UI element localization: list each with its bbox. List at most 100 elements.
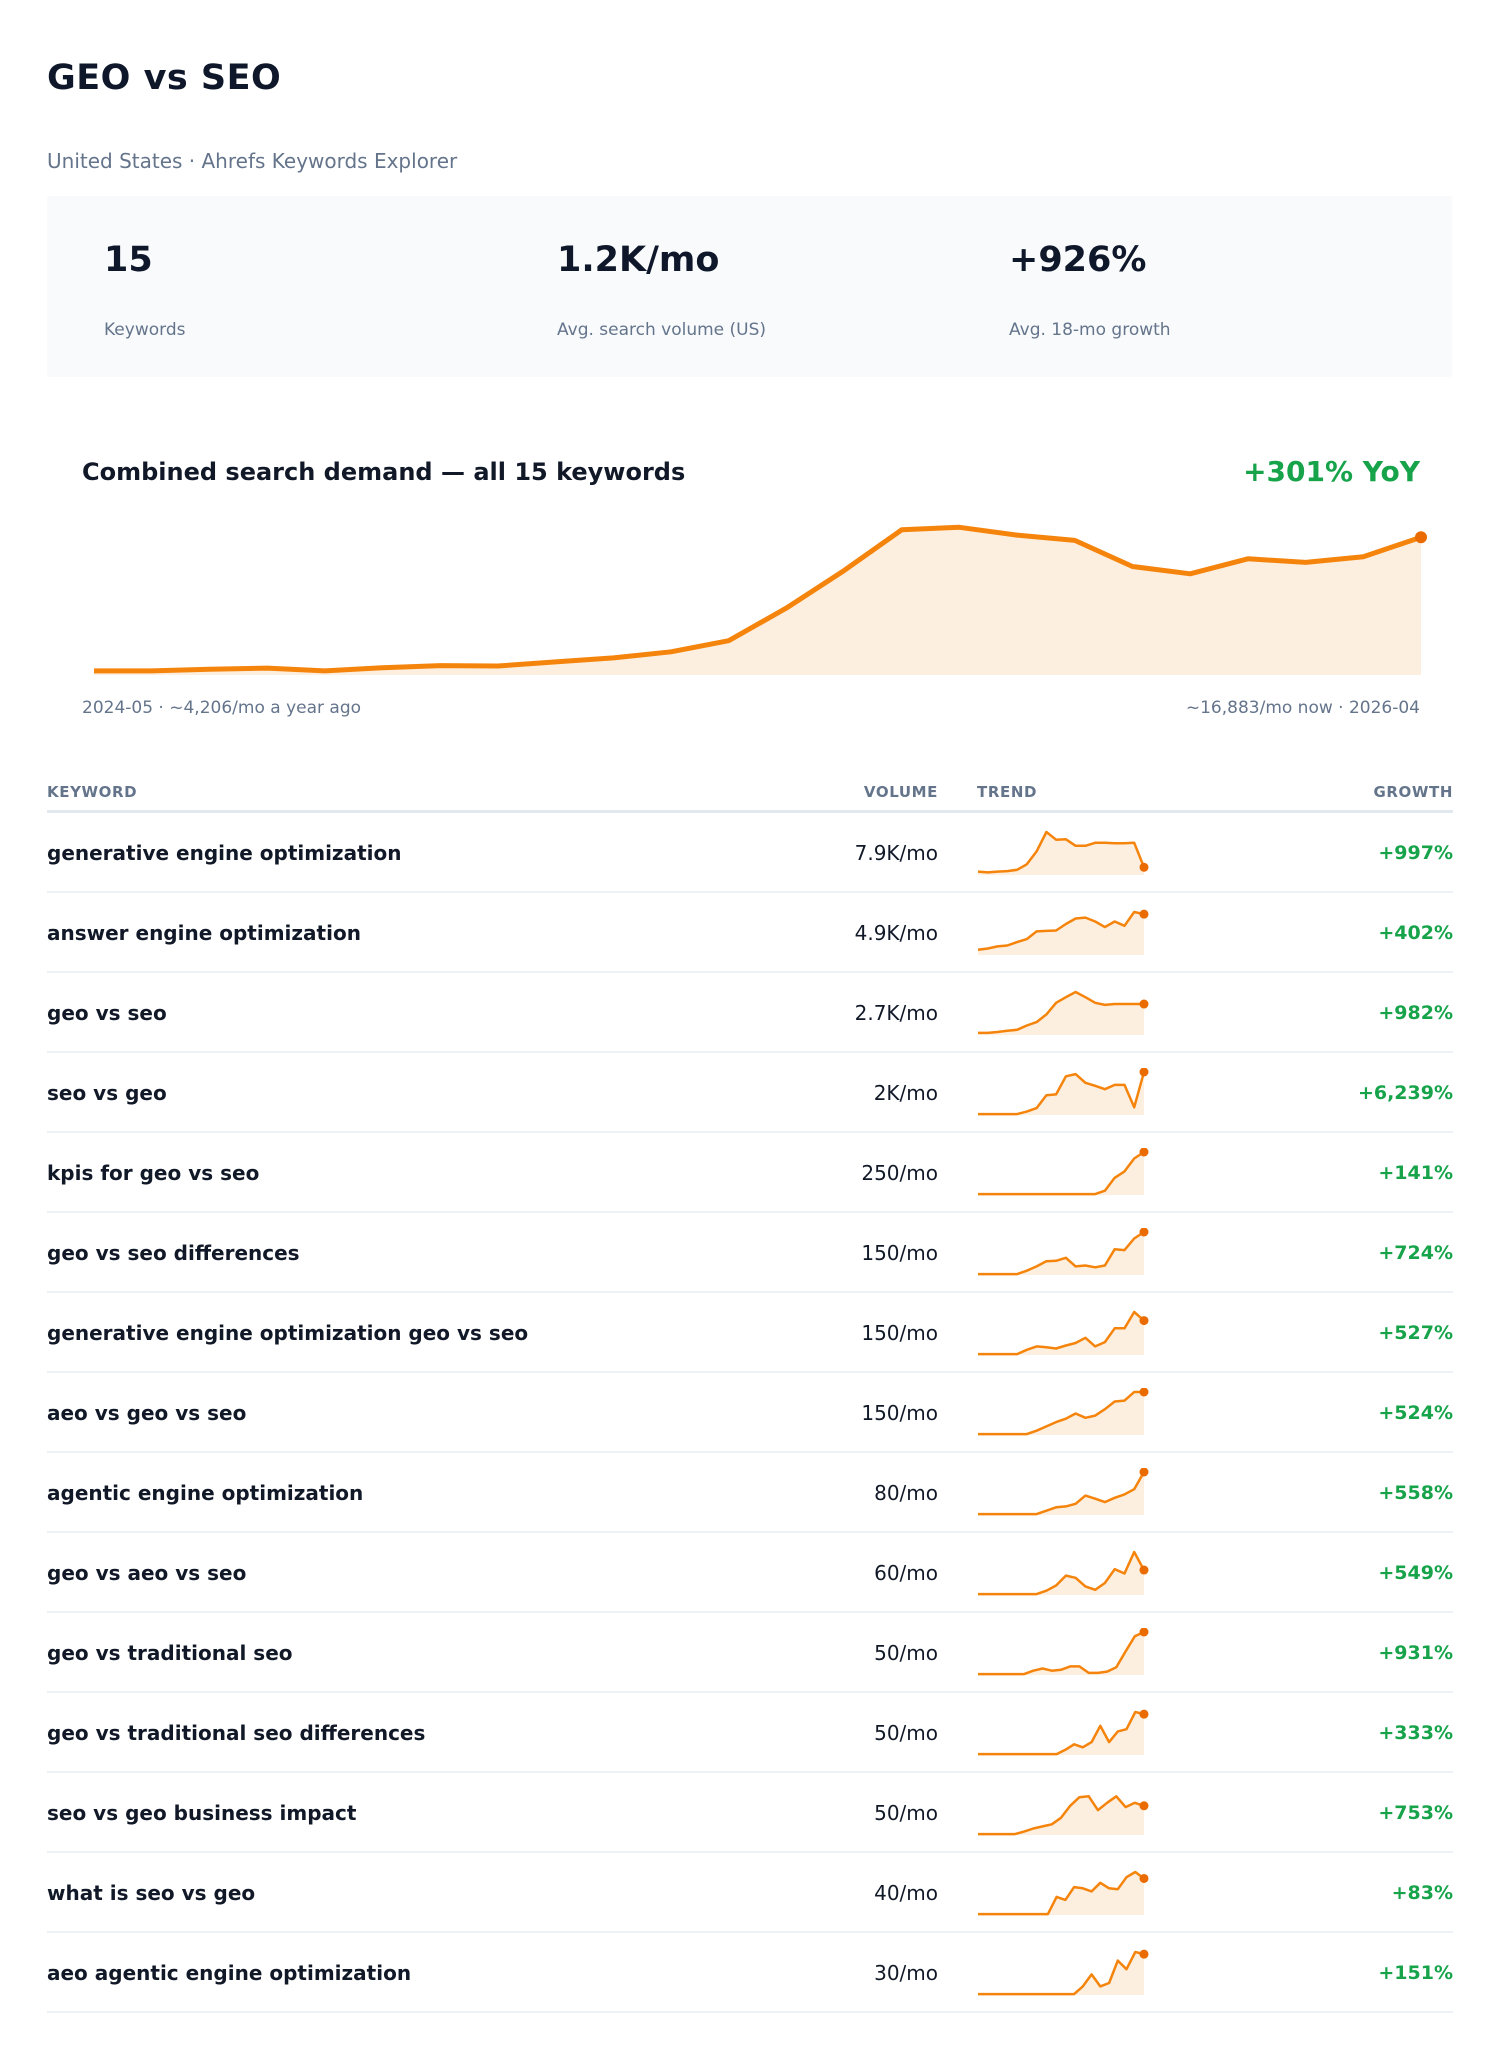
growth-cell: +997% (1378, 842, 1453, 864)
sparkline-end-point (1139, 1628, 1149, 1637)
table-row[interactable]: aeo vs geo vs seo 150/mo +524% (47, 1373, 1453, 1453)
trend-sparkline (978, 1468, 1149, 1516)
sparkline-area (978, 1312, 1144, 1355)
table-row[interactable]: what is seo vs geo 40/mo +83% (47, 1853, 1453, 1933)
demand-point-2026-04 (1415, 531, 1427, 544)
sparkline-line (978, 1550, 1146, 1596)
sparkline-area (978, 1952, 1144, 1995)
keyword-cell[interactable]: answer engine optimization (47, 921, 361, 945)
table-row[interactable]: answer engine optimization 4.9K/mo +402% (47, 893, 1453, 973)
sparkline-end-point (1139, 1228, 1149, 1237)
trend-sparkline (978, 990, 1149, 1035)
stat-avg-volume-label: Avg. search volume (US) (557, 320, 767, 340)
keyword-cell[interactable]: geo vs aeo vs seo (47, 1561, 247, 1585)
sparkline-area (978, 1472, 1144, 1515)
demand-area (94, 527, 1421, 675)
sparkline-end-point (1139, 1148, 1149, 1157)
sparkline-end-point (1139, 999, 1149, 1009)
keyword-cell[interactable]: geo vs seo (47, 1001, 167, 1025)
table-row[interactable]: seo vs geo business impact 50/mo +753% (47, 1773, 1453, 1853)
keyword-cell[interactable]: seo vs geo business impact (47, 1801, 357, 1825)
table-row[interactable]: geo vs traditional seo 50/mo +931% (47, 1613, 1453, 1693)
sparkline-line (978, 1950, 1145, 1996)
keyword-cell[interactable]: aeo agentic engine optimization (47, 1961, 412, 1985)
table-row[interactable]: geo vs seo 2.7K/mo +982% (47, 973, 1453, 1053)
table-row[interactable]: kpis for geo vs seo 250/mo +141% (47, 1133, 1453, 1213)
chart-title: Combined search demand — all 15 keywords (82, 458, 686, 486)
column-header-volume[interactable]: VOLUME (863, 783, 938, 801)
sparkline-line (978, 1390, 1144, 1436)
growth-cell: +549% (1378, 1562, 1453, 1584)
table-row[interactable]: geo vs aeo vs seo 60/mo +549% (47, 1533, 1453, 1613)
chart-start-caption: 2024-05 · ~4,206/mo a year ago (82, 698, 362, 718)
sparkline-end-point (1139, 1949, 1149, 1959)
keyword-cell[interactable]: what is seo vs geo (47, 1881, 256, 1905)
keyword-cell[interactable]: geo vs seo differences (47, 1241, 300, 1265)
sparkline-line (978, 1870, 1145, 1916)
table-row[interactable]: generative engine optimization geo vs se… (47, 1293, 1453, 1373)
table-row[interactable]: aeo agentic engine optimization 30/mo +151… (47, 1933, 1453, 2013)
keyword-cell[interactable]: agentic engine optimization (47, 1481, 364, 1505)
sparkline-end-point (1139, 1068, 1149, 1077)
growth-cell: +753% (1378, 1802, 1453, 1824)
table-row[interactable]: agentic engine optimization 80/mo +558% (47, 1453, 1453, 1533)
sparkline-area (978, 1072, 1144, 1115)
sparkline-end-point (1139, 1388, 1149, 1397)
stat-keywords-label: Keywords (104, 320, 186, 340)
sparkline-area (978, 832, 1144, 875)
growth-cell: +402% (1378, 922, 1453, 944)
sparkline-line (978, 1071, 1146, 1116)
sparkline-line (978, 1230, 1145, 1276)
growth-cell: +724% (1378, 1242, 1453, 1264)
keyword-cell[interactable]: geo vs traditional seo differences (47, 1721, 426, 1745)
sparkline-line (978, 1150, 1145, 1196)
sparkline-area (978, 1232, 1144, 1275)
trend-sparkline (978, 1310, 1149, 1356)
sparkline-area (978, 992, 1144, 1035)
sparkline-area (978, 1632, 1144, 1675)
keyword-cell[interactable]: geo vs traditional seo (47, 1641, 293, 1665)
sparkline-line (978, 1471, 1146, 1516)
growth-cell: +83% (1391, 1882, 1453, 1904)
volume-cell: 4.9K/mo (854, 921, 938, 945)
column-header-trend[interactable]: TREND (977, 783, 1038, 801)
volume-cell: 7.9K/mo (854, 841, 938, 865)
volume-cell: 150/mo (861, 1241, 938, 1265)
growth-cell: +527% (1378, 1322, 1453, 1344)
stat-keywords-value: 15 (104, 240, 153, 280)
demand-line (94, 524, 1422, 674)
table-row[interactable]: geo vs traditional seo differences 50/mo +… (47, 1693, 1453, 1773)
keyword-cell[interactable]: generative engine optimization (47, 841, 402, 865)
volume-cell: 50/mo (874, 1641, 938, 1665)
table-row[interactable]: generative engine optimization 7.9K/mo +99… (47, 813, 1453, 893)
sparkline-line (977, 910, 1145, 952)
chart-yoy-growth: +301% YoY (1243, 455, 1420, 488)
page-subtitle: United States · Ahrefs Keywords Explorer (47, 149, 458, 173)
trend-sparkline (978, 1228, 1149, 1276)
column-header-keyword[interactable]: KEYWORD (47, 783, 138, 801)
sparkline-line (978, 1630, 1145, 1676)
keyword-cell[interactable]: kpis for geo vs seo (47, 1161, 260, 1185)
stats-panel: 15 Keywords 1.2K/mo Avg. search volume (… (47, 196, 1452, 377)
table-row[interactable]: geo vs seo differences 150/mo +724% (47, 1213, 1453, 1293)
sparkline-area (978, 1152, 1144, 1195)
trend-sparkline (978, 1068, 1149, 1116)
sparkline-line (977, 830, 1146, 874)
sparkline-area (978, 1552, 1144, 1595)
sparkline-line (978, 1795, 1145, 1836)
trend-sparkline (978, 1709, 1149, 1756)
table-row[interactable]: seo vs geo 2K/mo +6,239% (47, 1053, 1453, 1133)
column-header-growth[interactable]: GROWTH (1373, 783, 1453, 801)
keyword-cell[interactable]: seo vs geo (47, 1081, 167, 1105)
sparkline-area (978, 912, 1144, 955)
sparkline-area (978, 1796, 1144, 1835)
growth-cell: +524% (1378, 1402, 1453, 1424)
sparkline-line (978, 990, 1144, 1035)
volume-cell: 150/mo (861, 1401, 938, 1425)
sparkline-end-point (1139, 862, 1149, 872)
table-header: KEYWORD VOLUME TREND GROWTH (47, 780, 1453, 813)
sparkline-end-point (1139, 909, 1149, 919)
keyword-cell[interactable]: aeo vs geo vs seo (47, 1401, 247, 1425)
keyword-cell[interactable]: generative engine optimization geo vs se… (47, 1321, 529, 1345)
growth-cell: +931% (1378, 1642, 1453, 1664)
